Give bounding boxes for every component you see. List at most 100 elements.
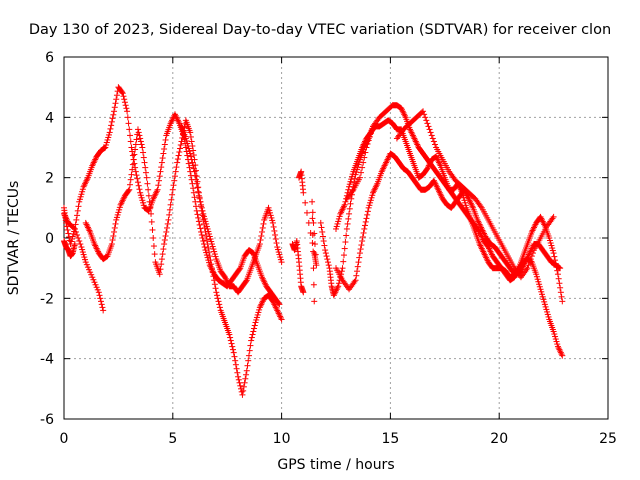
data-point — [103, 139, 110, 146]
data-point — [235, 373, 242, 380]
data-point — [195, 218, 202, 225]
data-point — [319, 228, 326, 235]
data-point — [362, 149, 369, 156]
data-point — [318, 224, 325, 231]
data-point — [210, 273, 217, 280]
data-point — [344, 220, 351, 227]
data-point — [214, 295, 221, 302]
data-point — [194, 184, 201, 191]
data-point — [88, 271, 95, 278]
data-point — [232, 361, 239, 368]
data-point — [159, 251, 166, 258]
data-point — [174, 156, 181, 163]
data-point — [349, 187, 356, 194]
data-point — [334, 220, 341, 227]
data-point — [527, 256, 534, 263]
data-point — [271, 227, 278, 234]
data-point — [242, 375, 249, 382]
data-point — [214, 292, 221, 299]
data-point — [362, 222, 369, 229]
data-point — [484, 243, 491, 250]
data-point — [269, 217, 276, 224]
data-point — [205, 228, 212, 235]
data-point — [270, 223, 277, 230]
data-point — [249, 331, 256, 338]
data-point — [206, 233, 213, 240]
data-point — [546, 235, 553, 241]
data-point — [185, 145, 192, 152]
data-point — [309, 209, 316, 216]
data-point — [537, 286, 544, 293]
data-point — [189, 159, 196, 166]
data-point — [423, 117, 430, 124]
data-point — [127, 176, 134, 183]
data-point — [244, 362, 251, 369]
data-point — [237, 382, 244, 389]
data-point — [155, 182, 162, 189]
data-point — [557, 284, 564, 291]
data-point — [150, 243, 157, 250]
data-point — [68, 236, 75, 243]
data-point — [110, 111, 117, 118]
data-point — [278, 259, 285, 266]
data-point — [336, 213, 343, 220]
data-point — [335, 218, 342, 225]
data-point — [165, 216, 172, 223]
data-point — [335, 283, 342, 290]
data-point — [355, 161, 362, 168]
data-point — [369, 192, 376, 199]
data-point — [544, 308, 551, 315]
data-point — [76, 238, 83, 245]
data-point — [129, 152, 136, 159]
data-point — [195, 214, 202, 221]
data-point — [240, 383, 247, 390]
data-point — [185, 142, 192, 149]
data-point — [137, 192, 144, 199]
data-point — [246, 347, 253, 354]
data-point — [536, 281, 543, 288]
data-point — [63, 223, 70, 230]
data-point — [211, 277, 218, 284]
data-point — [422, 114, 429, 121]
data-point — [103, 254, 110, 261]
data-point — [322, 247, 329, 254]
data-point — [190, 147, 197, 154]
data-point — [199, 207, 206, 214]
data-point — [320, 238, 327, 245]
data-point — [175, 152, 182, 159]
data-point — [157, 168, 164, 175]
data-point — [192, 198, 199, 205]
data-point — [554, 271, 561, 278]
data-point — [552, 257, 559, 264]
data-point — [369, 123, 376, 130]
data-point — [310, 281, 317, 288]
data-point — [169, 186, 176, 193]
data-point — [149, 226, 156, 233]
data-point — [206, 230, 213, 237]
data-point — [140, 154, 147, 161]
data-point — [534, 276, 541, 283]
data-point — [251, 325, 258, 332]
data-point — [266, 209, 273, 216]
data-point — [347, 200, 354, 207]
data-point — [184, 140, 191, 147]
data-point — [203, 223, 210, 230]
data-point — [195, 192, 202, 199]
data-point — [203, 220, 210, 227]
data-point — [77, 193, 84, 200]
data-point — [321, 242, 328, 249]
data-point — [239, 391, 246, 398]
data-point — [74, 231, 81, 238]
data-point — [196, 195, 203, 202]
data-point — [356, 254, 363, 261]
data-point — [187, 150, 194, 157]
data-point — [529, 250, 536, 257]
data-point — [83, 261, 90, 268]
data-point — [346, 181, 353, 188]
data-point — [275, 249, 282, 256]
data-point — [258, 232, 265, 239]
data-point — [148, 210, 155, 217]
data-point — [82, 256, 89, 263]
data-point — [227, 337, 234, 344]
data-point — [200, 238, 207, 245]
